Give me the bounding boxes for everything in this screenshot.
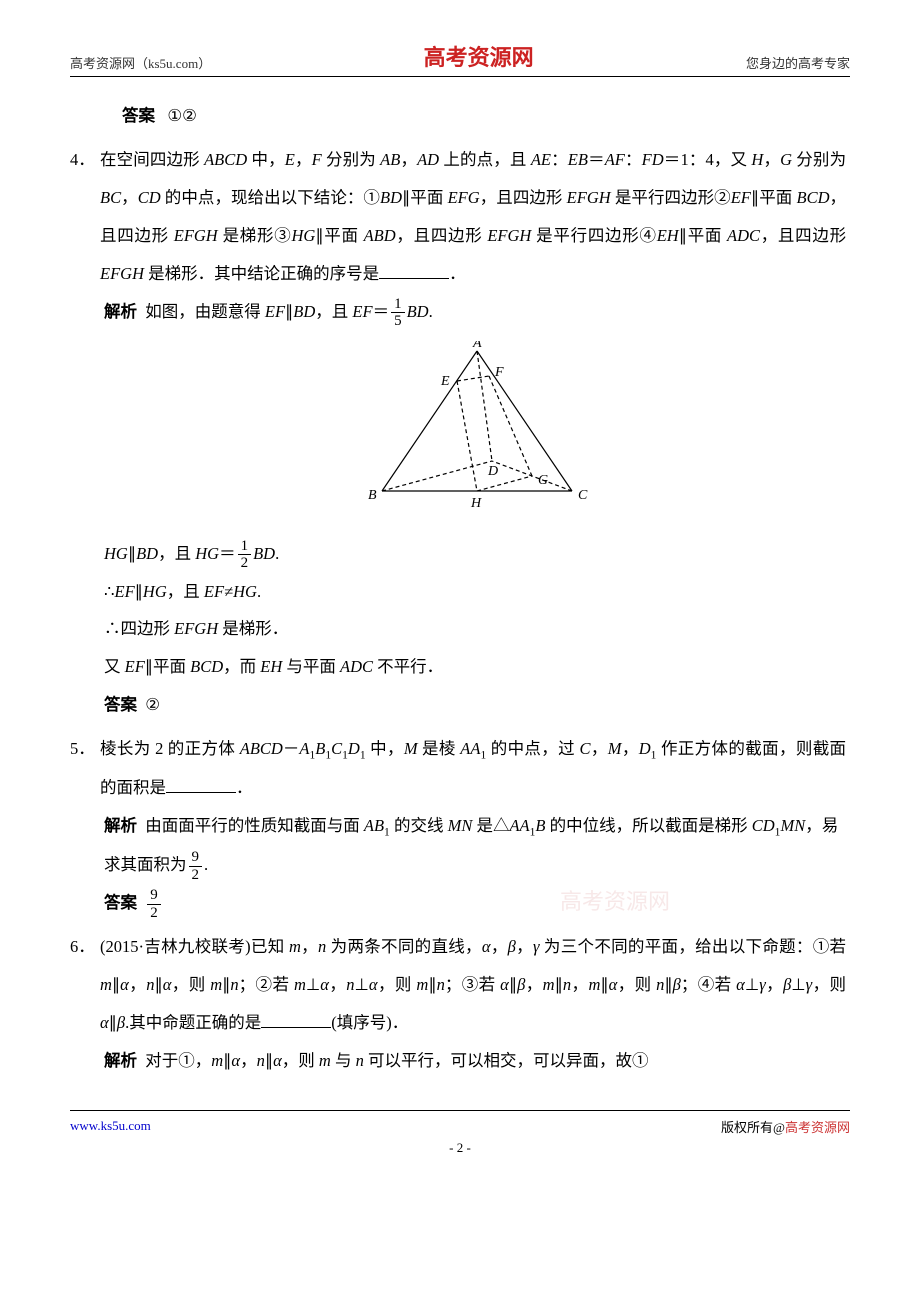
svg-text:G: G [538, 473, 548, 488]
q5-sol: 由面面平行的性质知截面与面 AB1 的交线 MN 是△AA1B 的中位线，所以截… [104, 816, 838, 874]
solution-label: 解析 [104, 302, 137, 321]
q4-sol-3: ∴EF∥HG，且 EF≠HG. [104, 573, 850, 611]
svg-text:B: B [368, 488, 377, 503]
solution-label: 解析 [104, 816, 137, 835]
q5-solution: 解析 由面面平行的性质知截面与面 AB1 的交线 MN 是△AA1B 的中位线，… [104, 807, 850, 922]
page-header: 高考资源网（ks5u.com） 高考资源网 您身边的高考专家 [70, 40, 850, 77]
header-right: 您身边的高考专家 [746, 53, 850, 72]
tetrahedron-diagram: A B C D E F G H [362, 341, 592, 511]
svg-text:F: F [494, 365, 504, 380]
q4-sol-2: HG∥BD，且 HG＝12BD. [104, 535, 850, 573]
q5-text: 棱长为 2 的正方体 ABCD－A1B1C1D1 中，M 是棱 AA1 的中点，… [100, 730, 846, 807]
header-center-brand: 高考资源网 [424, 40, 534, 72]
page-footer: www.ks5u.com 版权所有@高考资源网 [70, 1110, 850, 1136]
q4-sol-1: 如图，由题意得 EF∥BD，且 EF＝15BD. [145, 302, 432, 321]
answer-label: 答案 [104, 893, 137, 912]
svg-text:C: C [578, 488, 588, 503]
q6-text: (2015·吉林九校联考)已知 m，n 为两条不同的直线，α，β，γ 为三个不同… [100, 928, 846, 1042]
svg-text:H: H [470, 496, 482, 511]
q6-number: 6． [70, 928, 100, 966]
content-body: 答案 ①② 4．在空间四边形 ABCD 中，E，F 分别为 AB，AD 上的点，… [70, 97, 850, 1080]
svg-text:A: A [472, 341, 482, 351]
svg-text:D: D [487, 464, 498, 479]
answer-label: 答案 [104, 695, 137, 714]
q4-answer: ② [145, 695, 160, 714]
q6-prefix: (2015·吉林九校联考) [100, 937, 251, 956]
solution-label: 解析 [104, 1051, 137, 1070]
page-number: - 2 - [70, 1140, 850, 1156]
q6-solution: 解析 对于①，m∥α，n∥α，则 m 与 n 可以平行，可以相交，可以异面，故① [104, 1042, 850, 1080]
header-left: 高考资源网（ks5u.com） [70, 53, 211, 72]
footer-copyright: 版权所有@高考资源网 [721, 1117, 850, 1136]
prev-answer-value: ①② [167, 106, 197, 125]
footer-url: www.ks5u.com [70, 1118, 151, 1134]
q4-number: 4． [70, 141, 100, 179]
q4-diagram: A B C D E F G H [104, 341, 850, 525]
answer-label: 答案 [122, 106, 155, 125]
prev-answer-line: 答案 ①② [122, 97, 850, 135]
q5-answer: 92 [145, 893, 163, 912]
q4-sol-4: ∴四边形 EFGH 是梯形． [104, 610, 850, 648]
question-5: 5．棱长为 2 的正方体 ABCD－A1B1C1D1 中，M 是棱 AA1 的中… [70, 730, 850, 807]
q5-number: 5． [70, 730, 100, 768]
question-4: 4．在空间四边形 ABCD 中，E，F 分别为 AB，AD 上的点，且 AE：E… [70, 141, 850, 293]
q4-sol-5: 又 EF∥平面 BCD，而 EH 与平面 ADC 不平行． [104, 648, 850, 686]
question-6: 6．(2015·吉林九校联考)已知 m，n 为两条不同的直线，α，β，γ 为三个… [70, 928, 850, 1042]
q4-text: 在空间四边形 ABCD 中，E，F 分别为 AB，AD 上的点，且 AE：EB＝… [100, 141, 846, 293]
q4-solution: 解析 如图，由题意得 EF∥BD，且 EF＝15BD. A B C D E F G H HG∥… [104, 293, 850, 725]
svg-text:E: E [440, 374, 450, 389]
q6-sol: 对于①，m∥α，n∥α，则 m 与 n 可以平行，可以相交，可以异面，故① [145, 1051, 648, 1070]
